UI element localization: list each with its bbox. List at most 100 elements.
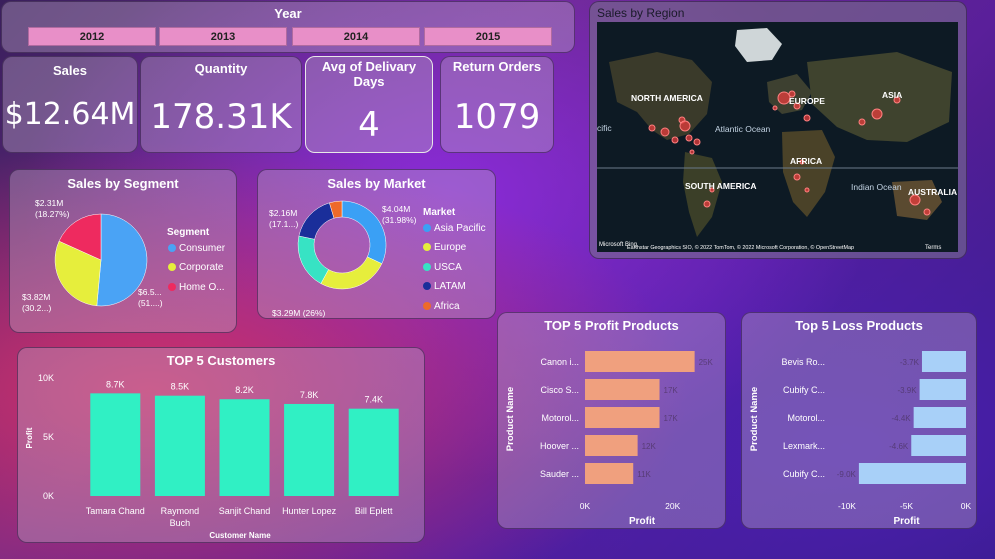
bar-data-label: 8.5K [171, 382, 190, 392]
map-label-pacific: cific [597, 123, 612, 133]
year-option-2014[interactable]: 2014 [292, 27, 420, 46]
donut-slice[interactable] [329, 200, 343, 219]
y-category-label: Cubify C... [783, 469, 825, 479]
bar[interactable] [585, 407, 660, 428]
year-option-2015[interactable]: 2015 [424, 27, 552, 46]
market-legend-latam[interactable]: LATAM [423, 281, 466, 292]
legend-swatch [423, 224, 431, 232]
legend-label: Asia Pacific [434, 223, 486, 234]
kpi-sales-label: Sales [53, 63, 87, 78]
pie-data-label: (30.2...) [22, 303, 51, 313]
bar[interactable] [90, 393, 141, 496]
x-tick-label: 0K [961, 501, 972, 511]
y-category-label: Cubify C... [783, 385, 825, 395]
donut-data-label: $4.04M [382, 204, 410, 214]
map-title: Sales by Region [597, 6, 685, 20]
loss-products-bar-chart[interactable]: Product Name Profit -10K -5K 0K Bevis Ro... -3… [742, 313, 978, 530]
map-terms[interactable]: Terms [925, 245, 941, 251]
x-tick-label: -10K [838, 501, 856, 511]
bar-data-label: 8.7K [106, 379, 125, 389]
segment-pie-chart[interactable]: $6.5...(51....) $3.82M(30.2...) $2.31M(18.… [10, 170, 238, 334]
world-map-canvas[interactable]: NORTH AMERICA EUROPE ASIA AFRICA SOUTH A… [597, 22, 958, 252]
bar[interactable] [921, 351, 966, 372]
legend-swatch [423, 243, 431, 251]
kpi-returns-label: Return Orders [452, 59, 542, 74]
x-tick-label: -5K [900, 501, 914, 511]
legend-label: Africa [434, 301, 460, 312]
pie-slice[interactable] [96, 213, 148, 307]
kpi-sales-card: Sales $12.64M [2, 56, 138, 153]
x-tick-label: 0K [580, 501, 591, 511]
market-legend-asia-pacific[interactable]: Asia Pacific [423, 223, 486, 234]
legend-swatch [168, 263, 176, 271]
map-label-south-america: SOUTH AMERICA [685, 181, 756, 191]
map-label-europe: EUROPE [789, 96, 825, 106]
loss-products-title: Top 5 Loss Products [795, 318, 923, 333]
market-legend-europe[interactable]: Europe [423, 242, 466, 253]
donut-slice[interactable] [298, 202, 335, 240]
pie-data-label: $6.5... [138, 287, 162, 297]
bar[interactable] [585, 379, 660, 400]
kpi-sales-value: $12.64M [4, 97, 136, 132]
y-category-label: Cisco S... [540, 385, 579, 395]
bar[interactable] [585, 435, 638, 456]
bar[interactable] [858, 463, 966, 484]
customers-bar-chart[interactable]: 0K 5K 10K Profit Customer Name 8.7K Tamara Cha… [18, 348, 426, 544]
y-category-label: Canon i... [540, 357, 579, 367]
bar[interactable] [348, 408, 399, 496]
bar[interactable] [911, 435, 966, 456]
map-label-asia: ASIA [882, 90, 902, 100]
map-label-australia: AUSTRALIA [908, 187, 957, 197]
x-category-label: Bill Eplett [355, 506, 393, 516]
legend-swatch [423, 282, 431, 290]
donut-slice[interactable] [341, 200, 387, 265]
bar[interactable] [913, 407, 966, 428]
pie-data-label: $2.31M [35, 198, 63, 208]
profit-products-card: TOP 5 Profit Products Product Name Profit… [497, 312, 726, 529]
segment-legend-corporate[interactable]: Corporate [168, 262, 223, 273]
bar-data-label: 17K [664, 414, 679, 423]
bar[interactable] [919, 379, 966, 400]
market-legend-africa[interactable]: Africa [423, 301, 460, 312]
profit-products-bar-chart[interactable]: Product Name Profit 0K 20K Canon i... 25K Cisc… [498, 313, 727, 530]
map-logo: Microsoft Bing [599, 242, 637, 248]
market-legend-usca[interactable]: USCA [423, 262, 462, 273]
sales-by-segment-card: Sales by Segment $6.5... (51....) $3.82M (3… [9, 169, 237, 333]
y-category-label: Motorol... [787, 413, 825, 423]
segment-legend-home-office[interactable]: Home O... [168, 282, 225, 293]
donut-data-label: $3.29M (26%) [272, 308, 326, 318]
bar[interactable] [154, 395, 205, 496]
x-category-label: Buch [170, 518, 191, 528]
pie-data-label: (18.27%) [35, 209, 70, 219]
legend-swatch [423, 302, 431, 310]
bar[interactable] [585, 463, 634, 484]
year-option-2013[interactable]: 2013 [159, 27, 287, 46]
bar-data-label: 7.4K [364, 395, 383, 405]
bar-data-label: 12K [642, 442, 657, 451]
sales-by-region-map[interactable]: Sales by Region NORTH AMERICA EUROPE ASI… [589, 1, 967, 259]
kpi-returns-card: Return Orders 1079 [440, 56, 554, 153]
bar[interactable] [219, 399, 270, 496]
bar[interactable] [284, 403, 335, 496]
bar-data-label: 7.8K [300, 390, 319, 400]
map-attribution: Earthstar Geographics SIO, © 2022 TomTom… [627, 244, 854, 251]
market-donut-chart[interactable]: $4.04M(31.98%) $3.29M (26%) $2.16M(17.1...… [258, 170, 497, 320]
year-option-2012[interactable]: 2012 [28, 27, 156, 46]
donut-slice[interactable] [297, 235, 329, 284]
market-legend-title: Market [423, 207, 456, 218]
bar-data-label: 17K [664, 386, 679, 395]
bar[interactable] [585, 351, 695, 372]
pie-slice[interactable] [54, 240, 102, 307]
kpi-quantity-card: Quantity 178.31K [140, 56, 302, 153]
kpi-delivery-value: 4 [358, 105, 380, 145]
pie-slice[interactable] [58, 213, 102, 261]
segment-legend-consumer[interactable]: Consumer [168, 243, 225, 254]
legend-label: Europe [434, 242, 467, 253]
y-category-label: Motorol... [541, 413, 579, 423]
bar-data-label: -3.9K [897, 386, 917, 395]
donut-data-label: (17.1...) [269, 219, 298, 229]
donut-slice[interactable] [320, 256, 383, 290]
kpi-quantity-label: Quantity [194, 61, 248, 76]
bar-data-label: 25K [699, 358, 714, 367]
bar-data-label: -4.4K [892, 414, 912, 423]
